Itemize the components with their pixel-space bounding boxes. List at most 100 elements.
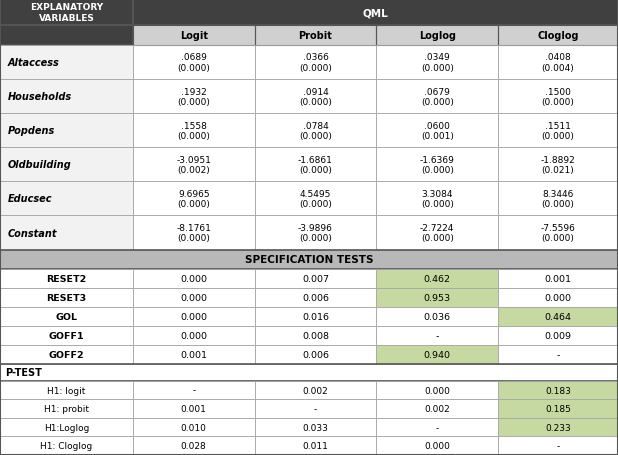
Text: GOFF2: GOFF2	[49, 350, 84, 359]
Text: 0.011: 0.011	[303, 441, 328, 450]
Text: 0.016: 0.016	[302, 312, 329, 321]
Bar	[133, 381, 255, 399]
Bar	[0, 148, 133, 182]
Bar	[376, 182, 498, 216]
Bar	[255, 381, 376, 399]
Text: H1: logit: H1: logit	[47, 386, 86, 395]
Bar	[0, 80, 133, 114]
Bar	[0, 182, 133, 216]
Text: 0.036: 0.036	[424, 312, 451, 321]
Text: .1558
(0.000): .1558 (0.000)	[177, 121, 210, 141]
Text: 0.185: 0.185	[545, 404, 571, 413]
Bar	[376, 46, 498, 80]
Bar	[133, 269, 255, 288]
Bar	[0, 381, 133, 399]
Text: -8.1761
(0.000): -8.1761 (0.000)	[176, 223, 211, 243]
Bar	[133, 148, 255, 182]
Bar	[376, 345, 498, 364]
Text: RESET3: RESET3	[46, 293, 87, 302]
Bar	[498, 216, 618, 250]
Bar	[255, 307, 376, 326]
Bar	[498, 399, 618, 418]
Bar	[133, 148, 255, 182]
Bar	[0, 307, 133, 326]
Bar	[255, 345, 376, 364]
Text: H1: probit: H1: probit	[44, 404, 89, 413]
Text: 0.001: 0.001	[544, 274, 572, 283]
Text: Constant: Constant	[7, 228, 57, 238]
Bar	[255, 326, 376, 345]
Text: .0784
(0.000): .0784 (0.000)	[299, 121, 332, 141]
Bar	[0, 250, 618, 269]
Text: Cloglog: Cloglog	[537, 31, 579, 41]
Bar	[498, 114, 618, 148]
Text: 0.028: 0.028	[181, 441, 206, 450]
Bar	[498, 307, 618, 326]
Text: Oldbuilding: Oldbuilding	[7, 160, 71, 170]
Bar	[133, 436, 255, 455]
Text: 0.008: 0.008	[302, 331, 329, 340]
Bar	[255, 114, 376, 148]
Text: QML: QML	[363, 8, 388, 18]
Bar	[498, 26, 618, 46]
Bar	[376, 269, 498, 288]
Text: 0.000: 0.000	[425, 441, 450, 450]
Bar	[498, 269, 618, 288]
Bar	[0, 399, 133, 418]
Bar	[0, 307, 133, 326]
Bar	[255, 216, 376, 250]
Bar	[0, 148, 133, 182]
Text: -: -	[314, 404, 317, 413]
Bar	[498, 418, 618, 436]
Bar	[498, 182, 618, 216]
Bar	[376, 26, 498, 46]
Text: -1.8892
(0.021): -1.8892 (0.021)	[541, 155, 575, 175]
Bar	[376, 307, 498, 326]
Text: 9.6965
(0.000): 9.6965 (0.000)	[177, 189, 210, 209]
Bar	[133, 418, 255, 436]
Bar	[133, 307, 255, 326]
Bar	[133, 114, 255, 148]
Bar	[255, 46, 376, 80]
Bar	[498, 46, 618, 80]
Text: -1.6369
(0.000): -1.6369 (0.000)	[420, 155, 455, 175]
Bar	[498, 399, 618, 418]
Bar	[376, 80, 498, 114]
Text: .1932
(0.000): .1932 (0.000)	[177, 87, 210, 106]
Bar	[498, 80, 618, 114]
Bar	[376, 307, 498, 326]
Text: -1.6861
(0.000): -1.6861 (0.000)	[298, 155, 333, 175]
Bar	[0, 381, 133, 399]
Bar	[255, 46, 376, 80]
Bar	[498, 436, 618, 455]
Bar	[0, 26, 133, 46]
Bar	[255, 436, 376, 455]
Bar	[0, 250, 618, 269]
Text: -7.5596
(0.000): -7.5596 (0.000)	[541, 223, 575, 243]
Bar	[498, 307, 618, 326]
Bar	[133, 26, 255, 46]
Bar	[255, 182, 376, 216]
Bar	[133, 269, 255, 288]
Bar	[376, 381, 498, 399]
Bar	[133, 418, 255, 436]
Bar	[133, 307, 255, 326]
Bar	[498, 345, 618, 364]
Text: -3.9896
(0.000): -3.9896 (0.000)	[298, 223, 333, 243]
Bar	[0, 46, 133, 80]
Text: H1:Loglog: H1:Loglog	[44, 423, 89, 432]
Text: Logit: Logit	[180, 31, 208, 41]
Bar	[255, 148, 376, 182]
Bar	[255, 399, 376, 418]
Bar	[133, 0, 618, 26]
Bar	[498, 182, 618, 216]
Bar	[0, 436, 133, 455]
Bar	[498, 269, 618, 288]
Bar	[376, 269, 498, 288]
Text: RESET2: RESET2	[46, 274, 87, 283]
Text: 0.000: 0.000	[180, 274, 207, 283]
Text: -3.0951
(0.002): -3.0951 (0.002)	[176, 155, 211, 175]
Bar	[376, 216, 498, 250]
Text: 0.464: 0.464	[544, 312, 572, 321]
Bar	[376, 436, 498, 455]
